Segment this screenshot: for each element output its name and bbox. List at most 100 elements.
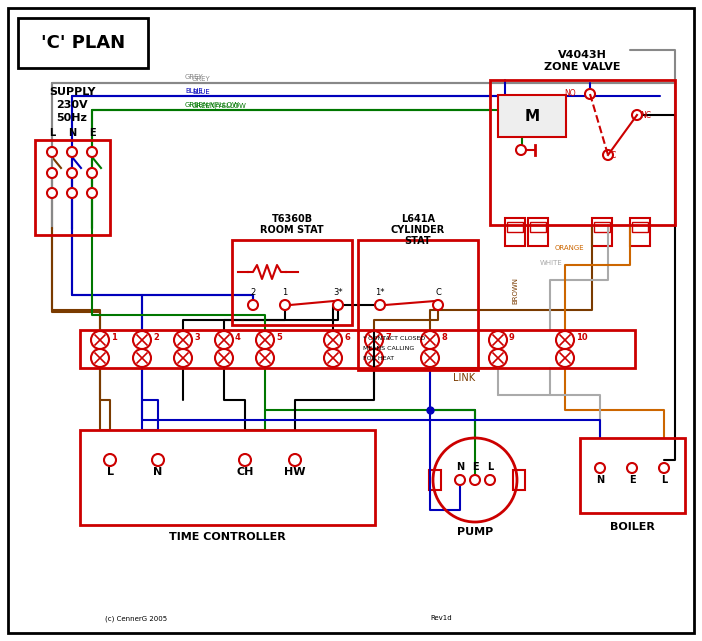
Text: FOR HEAT: FOR HEAT xyxy=(363,356,394,361)
Text: 3: 3 xyxy=(194,333,200,342)
Bar xyxy=(630,218,650,246)
Text: N: N xyxy=(596,475,604,485)
Circle shape xyxy=(152,454,164,466)
Text: BROWN: BROWN xyxy=(512,276,518,303)
Bar xyxy=(592,218,612,246)
Text: 'C' PLAN: 'C' PLAN xyxy=(41,34,125,52)
Text: 50Hz: 50Hz xyxy=(57,113,88,123)
Text: L641A: L641A xyxy=(401,214,435,224)
Text: M: M xyxy=(524,108,540,124)
Circle shape xyxy=(659,463,669,473)
Text: SUPPLY: SUPPLY xyxy=(48,87,95,97)
Text: 7: 7 xyxy=(385,333,391,342)
Text: N: N xyxy=(68,128,76,138)
Text: 5: 5 xyxy=(276,333,282,342)
Bar xyxy=(530,222,546,232)
Bar xyxy=(498,95,566,137)
Text: V4043H: V4043H xyxy=(557,50,607,60)
Text: E: E xyxy=(88,128,95,138)
Text: E: E xyxy=(629,475,635,485)
Text: 9: 9 xyxy=(509,333,515,342)
Text: GREY: GREY xyxy=(192,76,211,82)
Text: BLUE: BLUE xyxy=(192,89,210,95)
Circle shape xyxy=(485,475,495,485)
Circle shape xyxy=(67,147,77,157)
Text: LINK: LINK xyxy=(453,373,475,383)
Circle shape xyxy=(248,300,258,310)
Circle shape xyxy=(632,110,642,120)
Text: ROOM STAT: ROOM STAT xyxy=(260,225,324,235)
Text: Rev1d: Rev1d xyxy=(430,615,451,621)
Circle shape xyxy=(627,463,637,473)
Text: 230V: 230V xyxy=(56,100,88,110)
Text: E: E xyxy=(472,462,478,472)
Circle shape xyxy=(239,454,251,466)
Text: PUMP: PUMP xyxy=(457,527,493,537)
Text: 10: 10 xyxy=(576,333,588,342)
Text: STAT: STAT xyxy=(404,236,431,246)
Text: 8: 8 xyxy=(441,333,446,342)
Text: BLUE: BLUE xyxy=(185,88,203,94)
Circle shape xyxy=(47,188,57,198)
Text: GREEN/YELLOW: GREEN/YELLOW xyxy=(192,103,247,109)
Bar xyxy=(358,240,478,370)
Text: L: L xyxy=(107,467,114,477)
Circle shape xyxy=(67,188,77,198)
Bar xyxy=(80,430,375,525)
Bar xyxy=(429,470,441,490)
Circle shape xyxy=(87,188,97,198)
Circle shape xyxy=(87,147,97,157)
Text: 2: 2 xyxy=(153,333,159,342)
Bar xyxy=(35,140,110,235)
Bar xyxy=(18,18,148,68)
Circle shape xyxy=(433,300,443,310)
Circle shape xyxy=(289,454,301,466)
Bar xyxy=(80,330,635,368)
Bar xyxy=(528,218,548,246)
Bar xyxy=(507,222,523,232)
Text: (c) CennerG 2005: (c) CennerG 2005 xyxy=(105,615,167,622)
Text: BOILER: BOILER xyxy=(609,522,654,532)
Text: NO: NO xyxy=(564,89,576,98)
Bar xyxy=(513,470,525,490)
Text: GREEN/YELLOW: GREEN/YELLOW xyxy=(185,102,240,108)
Text: ORANGE: ORANGE xyxy=(555,245,585,251)
Text: N: N xyxy=(456,462,464,472)
Circle shape xyxy=(585,89,595,99)
Text: C: C xyxy=(435,288,441,297)
Text: 1: 1 xyxy=(111,333,117,342)
Text: 4: 4 xyxy=(235,333,241,342)
Text: C: C xyxy=(611,151,616,160)
Text: L: L xyxy=(49,128,55,138)
Text: 3*: 3* xyxy=(333,288,343,297)
Text: GREY: GREY xyxy=(185,74,204,80)
Circle shape xyxy=(333,300,343,310)
Text: 1: 1 xyxy=(282,288,288,297)
Circle shape xyxy=(516,145,526,155)
Text: CYLINDER: CYLINDER xyxy=(391,225,445,235)
Circle shape xyxy=(595,463,605,473)
Bar xyxy=(505,218,525,246)
Circle shape xyxy=(280,300,290,310)
Circle shape xyxy=(47,147,57,157)
Text: ZONE VALVE: ZONE VALVE xyxy=(544,62,621,72)
Text: CH: CH xyxy=(237,467,253,477)
Text: HW: HW xyxy=(284,467,306,477)
Text: L: L xyxy=(661,475,667,485)
Circle shape xyxy=(67,168,77,178)
Circle shape xyxy=(470,475,480,485)
Bar xyxy=(580,438,685,513)
Circle shape xyxy=(455,475,465,485)
Text: 2: 2 xyxy=(251,288,256,297)
Bar xyxy=(632,222,648,232)
Circle shape xyxy=(375,300,385,310)
Bar xyxy=(594,222,610,232)
Text: MEANS CALLING: MEANS CALLING xyxy=(363,346,414,351)
Text: NC: NC xyxy=(640,110,651,119)
Text: N: N xyxy=(153,467,163,477)
Circle shape xyxy=(87,168,97,178)
Text: * CONTACT CLOSED: * CONTACT CLOSED xyxy=(363,336,425,341)
Bar xyxy=(232,240,352,325)
Circle shape xyxy=(603,150,613,160)
Bar xyxy=(490,80,675,225)
